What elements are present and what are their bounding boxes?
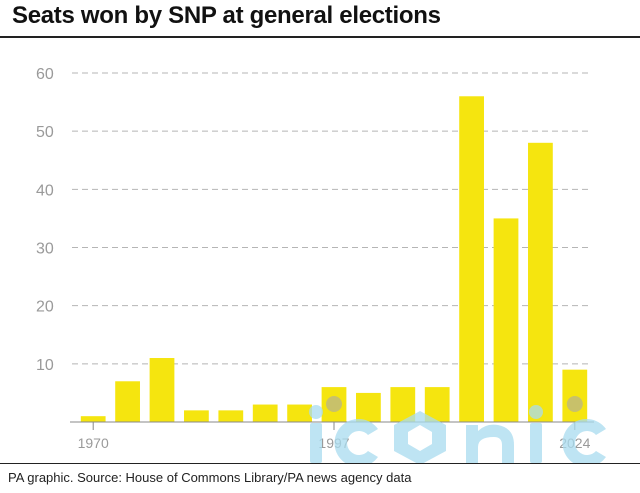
y-tick-label-40: 40: [36, 182, 54, 199]
y-tick-label-20: 20: [36, 299, 54, 316]
bar-2015: [459, 96, 484, 423]
bar-1983: [218, 410, 244, 422]
bar-1979: [184, 410, 209, 422]
title-divider: [0, 36, 640, 38]
y-tick-label-10: 10: [36, 357, 54, 374]
bar-1970: [80, 416, 106, 422]
bar-1974-oct: [149, 358, 175, 422]
year-marker-1997: [326, 396, 342, 412]
footer-divider: [0, 463, 640, 464]
iconic-watermark: [309, 405, 606, 463]
y-tick-label-60: 60: [36, 66, 54, 83]
bar-2019: [528, 142, 553, 423]
bar-1974-feb: [115, 381, 140, 422]
bar-2017: [493, 218, 519, 422]
bar-1992: [287, 404, 312, 422]
bar-1987: [252, 404, 278, 422]
y-tick-label-30: 30: [36, 241, 54, 258]
bar-2001: [356, 392, 381, 422]
year-marker-2024: [566, 396, 583, 412]
chart-title: Seats won by SNP at general elections: [12, 2, 441, 29]
source-note: PA graphic. Source: House of Commons Lib…: [8, 470, 412, 485]
watermark-logo: [309, 405, 606, 463]
y-tick-label-50: 50: [36, 124, 54, 141]
x-tick-label-1970: 1970: [78, 435, 109, 451]
bar-chart: 102030405060197019972024: [36, 66, 594, 451]
bar-2024: [562, 369, 588, 422]
